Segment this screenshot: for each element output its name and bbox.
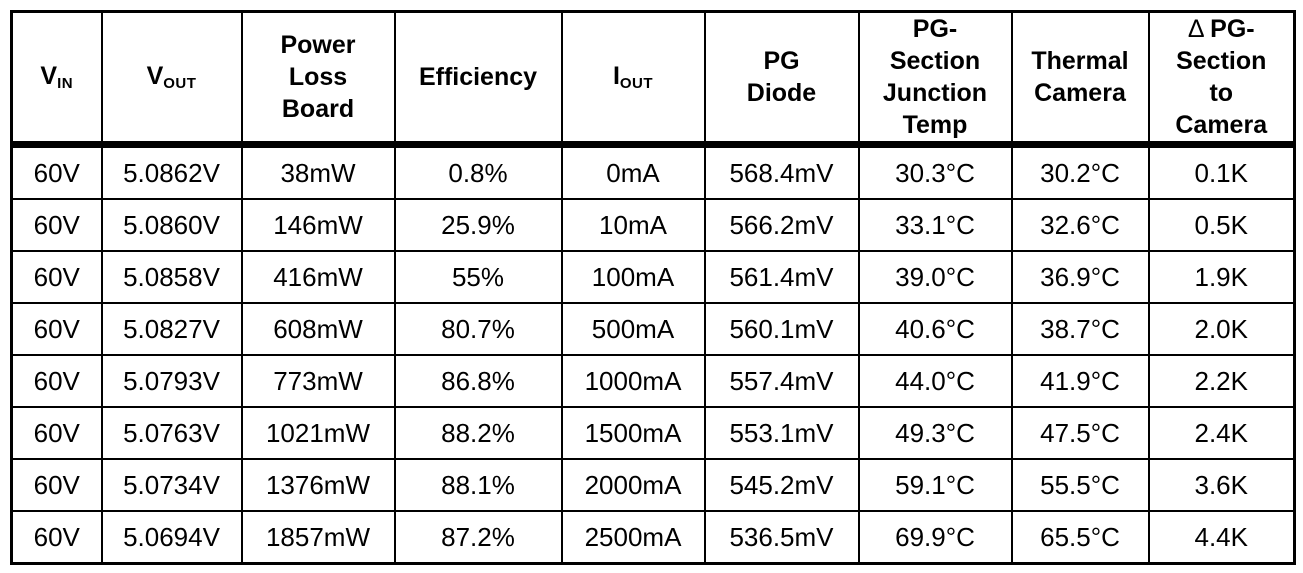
- column-header-thermal-cam: Thermal Camera: [1010, 10, 1150, 148]
- delta-icon: Δ: [1187, 15, 1211, 43]
- cell-pg-junction: 40.6°C: [857, 302, 1013, 356]
- cell-thermal-cam: 38.7°C: [1010, 302, 1150, 356]
- cell-vout: 5.0858V: [100, 250, 243, 304]
- column-header-power-loss: Power Loss Board: [240, 10, 396, 148]
- cell-pg-diode: 560.1mV: [703, 302, 860, 356]
- cell-iout: 0mA: [560, 143, 706, 200]
- column-header-delta-pg: Δ PG- Section to Camera: [1147, 10, 1296, 148]
- cell-pg-junction: 33.1°C: [857, 198, 1013, 252]
- table-row: 60V 5.0734V 1376mW 88.1% 2000mA 545.2mV 59.1°C…: [10, 458, 1296, 512]
- column-header-subscript-vin: IN: [57, 75, 74, 93]
- cell-iout: 2500mA: [560, 510, 706, 565]
- cell-vin: 60V: [10, 510, 103, 565]
- cell-pg-diode: 536.5mV: [703, 510, 860, 565]
- cell-power-loss: 1857mW: [240, 510, 396, 565]
- cell-thermal-cam: 30.2°C: [1010, 143, 1150, 200]
- column-header-subscript-iout: OUT: [619, 75, 654, 93]
- table-body: 60V 5.0862V 38mW 0.8% 0mA 568.4mV 30.3°C 30.2°C…: [10, 143, 1296, 565]
- cell-pg-diode: 568.4mV: [703, 143, 860, 200]
- table-row: 60V 5.0827V 608mW 80.7% 500mA 560.1mV 40.6°C 38…: [10, 302, 1296, 356]
- cell-pg-diode: 557.4mV: [703, 354, 860, 408]
- column-header-efficiency: Efficiency: [393, 10, 563, 148]
- cell-efficiency: 25.9%: [393, 198, 563, 252]
- cell-pg-junction: 59.1°C: [857, 458, 1013, 512]
- column-header-pg-diode: PG Diode: [703, 10, 860, 148]
- cell-delta-pg: 2.0K: [1147, 302, 1296, 356]
- column-header-vout: VOUT: [100, 10, 243, 148]
- cell-vin: 60V: [10, 302, 103, 356]
- cell-vin: 60V: [10, 198, 103, 252]
- cell-delta-pg: 0.1K: [1147, 143, 1296, 200]
- cell-efficiency: 87.2%: [393, 510, 563, 565]
- column-header-iout: IOUT: [560, 10, 706, 148]
- cell-pg-diode: 553.1mV: [703, 406, 860, 460]
- table-row: 60V 5.0694V 1857mW 87.2% 2500mA 536.5mV 69.9°C…: [10, 510, 1296, 565]
- cell-vout: 5.0763V: [100, 406, 243, 460]
- cell-power-loss: 416mW: [240, 250, 396, 304]
- cell-power-loss: 773mW: [240, 354, 396, 408]
- cell-vin: 60V: [10, 354, 103, 408]
- cell-vout: 5.0793V: [100, 354, 243, 408]
- cell-pg-junction: 39.0°C: [857, 250, 1013, 304]
- column-header-vin: VIN: [10, 10, 103, 148]
- cell-iout: 2000mA: [560, 458, 706, 512]
- cell-delta-pg: 3.6K: [1147, 458, 1296, 512]
- table-row: 60V 5.0862V 38mW 0.8% 0mA 568.4mV 30.3°C 30.2°C…: [10, 143, 1296, 200]
- cell-vin: 60V: [10, 143, 103, 200]
- cell-pg-diode: 545.2mV: [703, 458, 860, 512]
- cell-iout: 1000mA: [560, 354, 706, 408]
- cell-efficiency: 0.8%: [393, 143, 563, 200]
- cell-power-loss: 38mW: [240, 143, 396, 200]
- cell-delta-pg: 4.4K: [1147, 510, 1296, 565]
- cell-vout: 5.0862V: [100, 143, 243, 200]
- cell-delta-pg: 0.5K: [1147, 198, 1296, 252]
- table-row: 60V 5.0763V 1021mW 88.2% 1500mA 553.1mV 49.3°C…: [10, 406, 1296, 460]
- cell-power-loss: 146mW: [240, 198, 396, 252]
- table-row: 60V 5.0860V 146mW 25.9% 10mA 566.2mV 33.1°C 32.…: [10, 198, 1296, 252]
- cell-thermal-cam: 47.5°C: [1010, 406, 1150, 460]
- cell-iout: 100mA: [560, 250, 706, 304]
- cell-vout: 5.0694V: [100, 510, 243, 565]
- cell-thermal-cam: 32.6°C: [1010, 198, 1150, 252]
- cell-delta-pg: 2.4K: [1147, 406, 1296, 460]
- cell-power-loss: 608mW: [240, 302, 396, 356]
- cell-vout: 5.0860V: [100, 198, 243, 252]
- table-row: 60V 5.0793V 773mW 86.8% 1000mA 557.4mV 44.0°C 4…: [10, 354, 1296, 408]
- column-header-subscript-vout: OUT: [163, 75, 197, 93]
- cell-efficiency: 55%: [393, 250, 563, 304]
- cell-delta-pg: 1.9K: [1147, 250, 1296, 304]
- cell-vin: 60V: [10, 250, 103, 304]
- cell-efficiency: 88.2%: [393, 406, 563, 460]
- cell-iout: 1500mA: [560, 406, 706, 460]
- cell-vout: 5.0827V: [100, 302, 243, 356]
- cell-pg-diode: 566.2mV: [703, 198, 860, 252]
- cell-pg-junction: 30.3°C: [857, 143, 1013, 200]
- column-header-pg-junction: PG- Section Junction Temp: [857, 10, 1013, 148]
- cell-vout: 5.0734V: [100, 458, 243, 512]
- cell-iout: 500mA: [560, 302, 706, 356]
- cell-delta-pg: 2.2K: [1147, 354, 1296, 408]
- cell-pg-junction: 44.0°C: [857, 354, 1013, 408]
- cell-thermal-cam: 36.9°C: [1010, 250, 1150, 304]
- cell-iout: 10mA: [560, 198, 706, 252]
- measurement-table: VIN VOUT Power Loss Board Efficiency IOUT PG …: [10, 10, 1296, 565]
- cell-pg-junction: 49.3°C: [857, 406, 1013, 460]
- cell-pg-junction: 69.9°C: [857, 510, 1013, 565]
- cell-vin: 60V: [10, 406, 103, 460]
- header-row: VIN VOUT Power Loss Board Efficiency IOUT PG …: [10, 10, 1296, 148]
- cell-pg-diode: 561.4mV: [703, 250, 860, 304]
- table-row: 60V 5.0858V 416mW 55% 100mA 561.4mV 39.0°C 36.9…: [10, 250, 1296, 304]
- cell-thermal-cam: 55.5°C: [1010, 458, 1150, 512]
- cell-vin: 60V: [10, 458, 103, 512]
- cell-thermal-cam: 41.9°C: [1010, 354, 1150, 408]
- cell-efficiency: 86.8%: [393, 354, 563, 408]
- cell-efficiency: 80.7%: [393, 302, 563, 356]
- cell-power-loss: 1376mW: [240, 458, 396, 512]
- cell-power-loss: 1021mW: [240, 406, 396, 460]
- cell-efficiency: 88.1%: [393, 458, 563, 512]
- cell-thermal-cam: 65.5°C: [1010, 510, 1150, 565]
